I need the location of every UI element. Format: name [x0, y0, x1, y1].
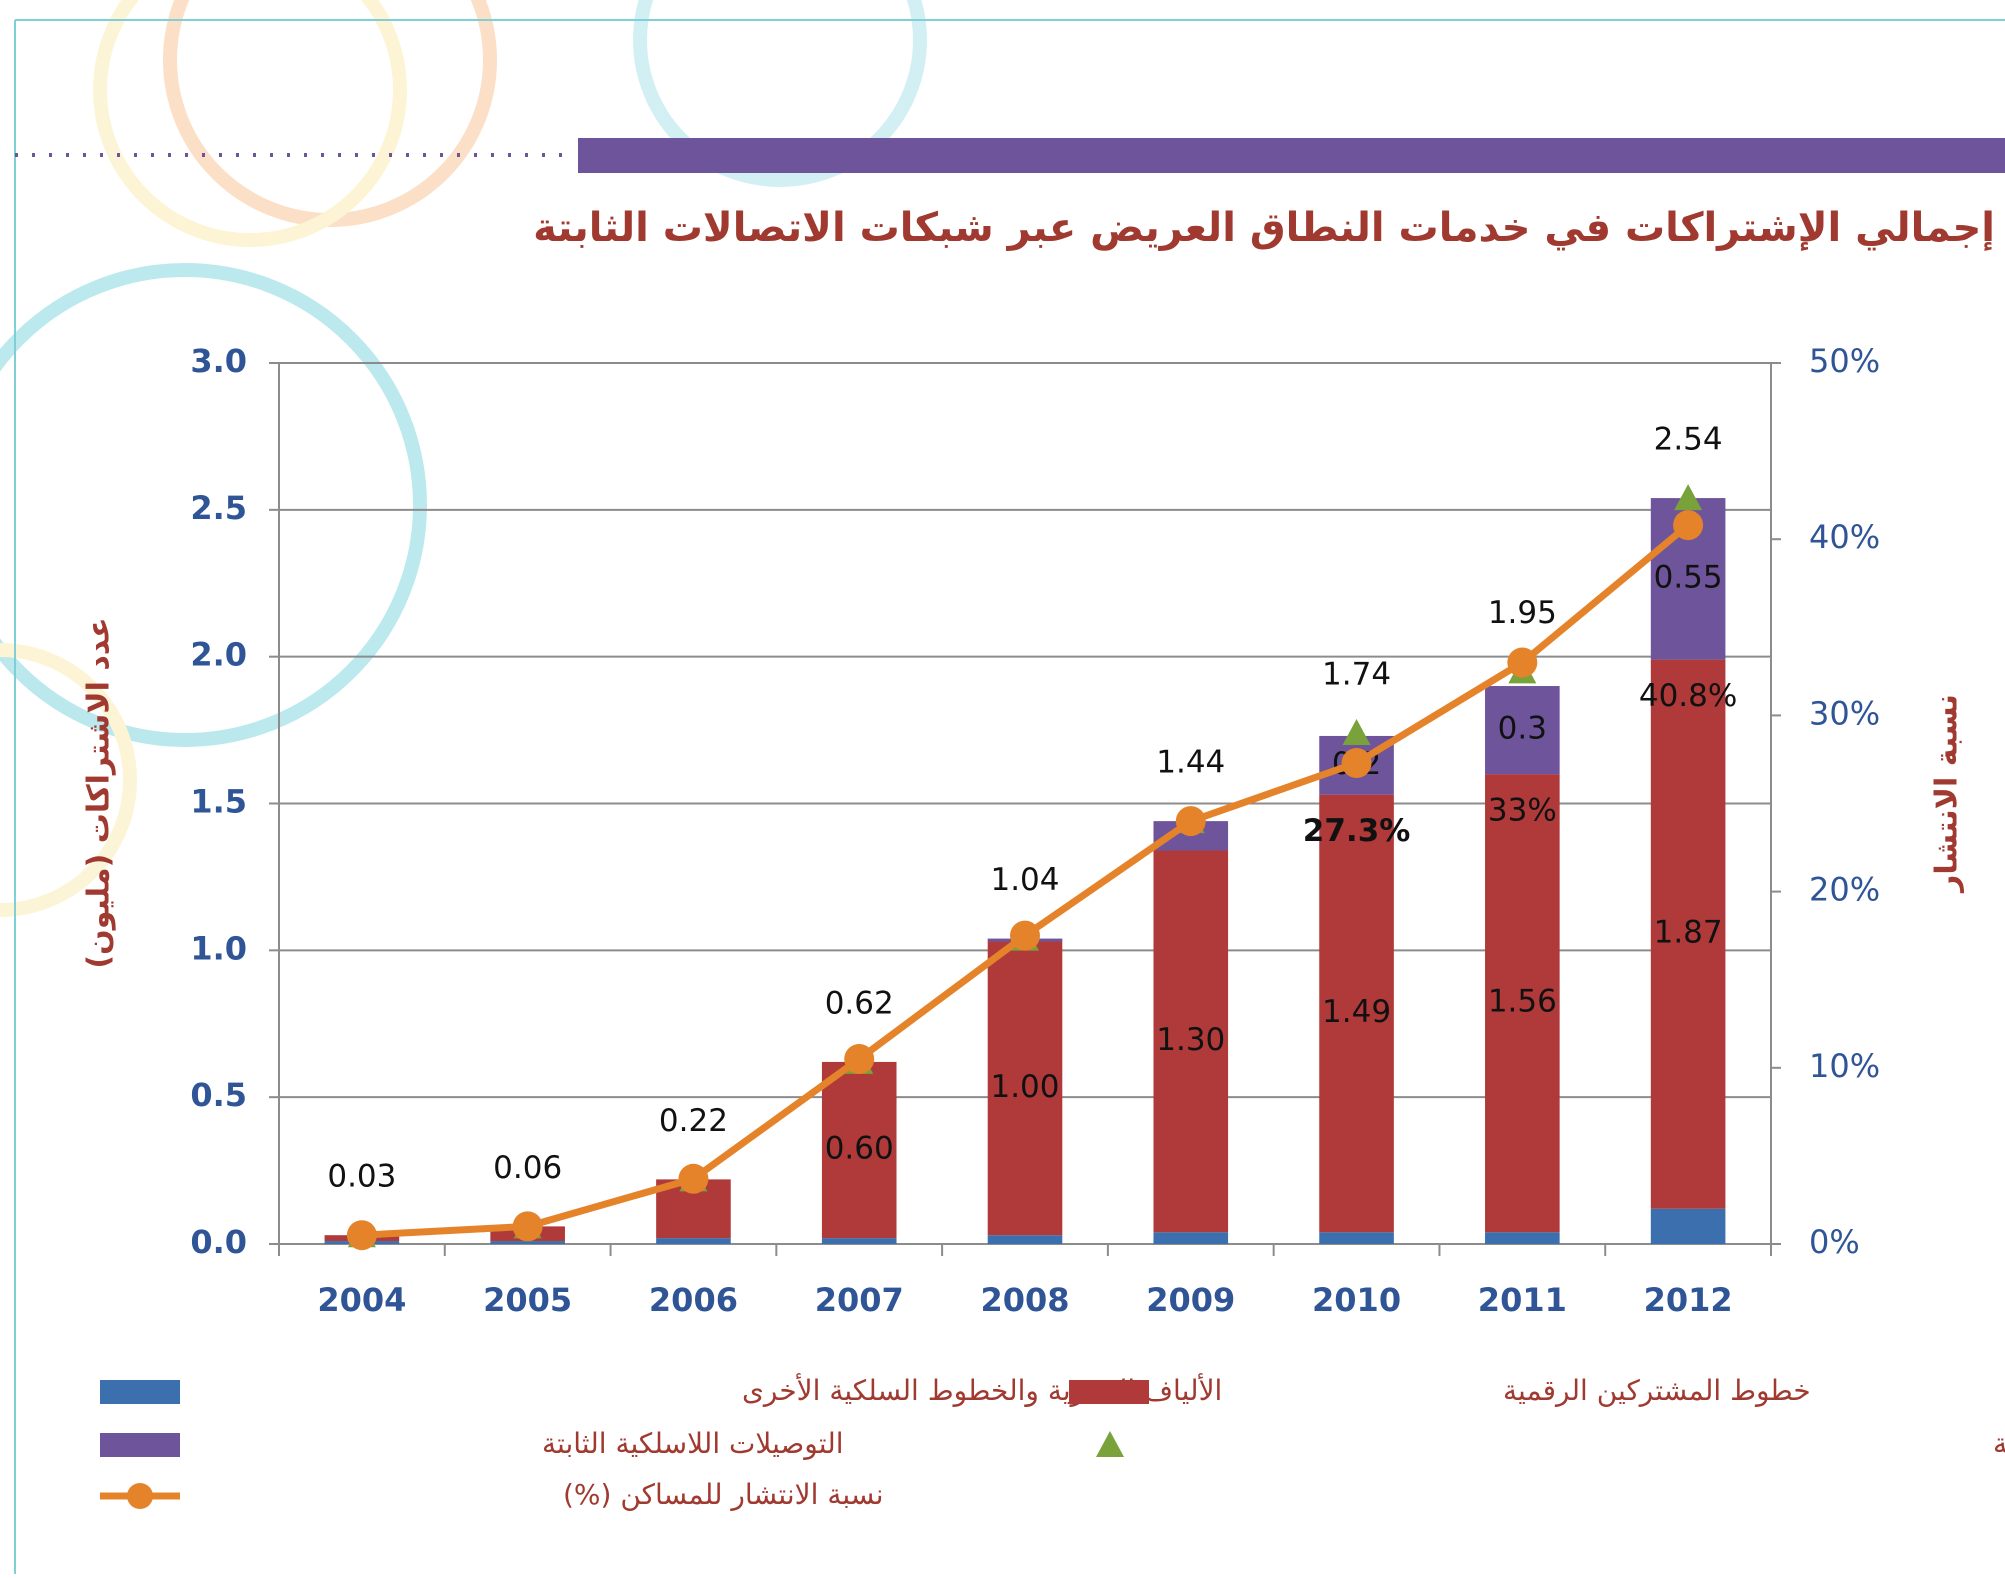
bar-segment	[988, 1235, 1063, 1244]
y2-tick-label: 10%	[1809, 1047, 1880, 1085]
total-marker	[1674, 484, 1702, 510]
total-label: 0.03	[327, 1159, 396, 1195]
data-label: 1.56	[1488, 984, 1557, 1020]
total-label: 1.74	[1322, 657, 1391, 693]
data-label: 0.55	[1654, 559, 1723, 595]
bar-segment	[822, 1238, 897, 1244]
x-tick-label: 2010	[1312, 1281, 1401, 1319]
legend-swatch	[100, 1380, 180, 1404]
penetration-point	[1507, 648, 1537, 678]
legend-swatch	[100, 1433, 180, 1457]
y-tick-label: 0.0	[190, 1223, 247, 1261]
chart: إجمالي الإشتراكات في خدمات النطاق العريض…	[0, 0, 2005, 1574]
y2-axis-label: نسبة الانتشار	[1930, 694, 1965, 894]
data-label: 1.87	[1654, 915, 1723, 951]
bar-segment	[490, 1241, 565, 1244]
legend-label: خطوط المشتركين الرقمية	[1503, 1374, 1811, 1407]
bar-segment	[1485, 1232, 1560, 1244]
penetration-point	[1010, 921, 1040, 951]
total-label: 1.95	[1488, 595, 1557, 631]
bar-segment	[1153, 1232, 1228, 1244]
x-tick-label: 2006	[649, 1281, 738, 1319]
penetration-point	[513, 1211, 543, 1241]
y-tick-label: 1.0	[190, 929, 247, 967]
chart-title: إجمالي الإشتراكات في خدمات النطاق العريض…	[533, 205, 1995, 251]
penetration-point	[1176, 806, 1206, 836]
x-tick-label: 2012	[1644, 1281, 1733, 1319]
legend-swatch	[127, 1483, 153, 1509]
data-label: 1.00	[990, 1069, 1059, 1105]
data-label: 1.30	[1156, 1022, 1225, 1058]
legend-swatch	[1096, 1431, 1124, 1457]
y-tick-label: 3.0	[190, 342, 247, 380]
y2-tick-label: 20%	[1809, 871, 1880, 909]
bar-segment	[656, 1238, 731, 1244]
y2-tick-label: 50%	[1809, 342, 1880, 380]
total-label: 0.62	[825, 985, 894, 1021]
y-tick-label: 2.5	[190, 489, 247, 527]
bar-segment	[1319, 1232, 1394, 1244]
y-tick-label: 1.5	[190, 783, 247, 821]
penetration-point	[1342, 748, 1372, 778]
data-label: 1.49	[1322, 994, 1391, 1030]
penetration-point	[1673, 510, 1703, 540]
legend-swatch	[1069, 1380, 1149, 1404]
total-label: 0.06	[493, 1150, 562, 1186]
legend-label: التوصيلات اللاسلكية الثابتة	[542, 1427, 844, 1460]
penetration-label: 40.8%	[1639, 678, 1737, 714]
penetration-point	[678, 1164, 708, 1194]
legend-label: إجمالي إشتراكات النطاق العريض عبر شبكات …	[1993, 1427, 2005, 1460]
y-tick-label: 2.0	[190, 636, 247, 674]
x-tick-label: 2004	[317, 1281, 406, 1319]
page: {"chart_data": { "type": "bar", "title":…	[0, 0, 2005, 1574]
title-band	[578, 138, 2005, 173]
penetration-point	[844, 1044, 874, 1074]
x-tick-label: 2005	[483, 1281, 572, 1319]
penetration-point	[347, 1220, 377, 1250]
x-tick-label: 2009	[1146, 1281, 1235, 1319]
y2-tick-label: 0%	[1809, 1223, 1860, 1261]
x-tick-label: 2007	[815, 1281, 904, 1319]
x-tick-label: 2008	[980, 1281, 1069, 1319]
legend-label: الألياف البصرية والخطوط السلكية الأخرى	[742, 1372, 1222, 1407]
y-axis-label: عدد الاشتراكات (مليون)	[82, 617, 117, 968]
y2-tick-label: 40%	[1809, 518, 1880, 556]
bar-segment	[1651, 1209, 1726, 1244]
penetration-label: 27.3%	[1303, 813, 1411, 849]
total-marker	[1343, 719, 1371, 745]
y2-tick-label: 30%	[1809, 694, 1880, 732]
y-tick-label: 0.5	[190, 1076, 247, 1114]
x-tick-label: 2011	[1478, 1281, 1567, 1319]
total-label: 1.44	[1156, 745, 1225, 781]
total-label: 2.54	[1654, 422, 1723, 458]
decoration	[0, 0, 920, 910]
penetration-label: 33%	[1488, 793, 1557, 829]
legend-label: نسبة الانتشار للمساكن (%)	[563, 1478, 884, 1511]
total-label: 1.04	[990, 862, 1059, 898]
data-label: 0.3	[1498, 711, 1547, 747]
total-label: 0.22	[659, 1103, 728, 1139]
data-label: 0.60	[825, 1131, 894, 1167]
